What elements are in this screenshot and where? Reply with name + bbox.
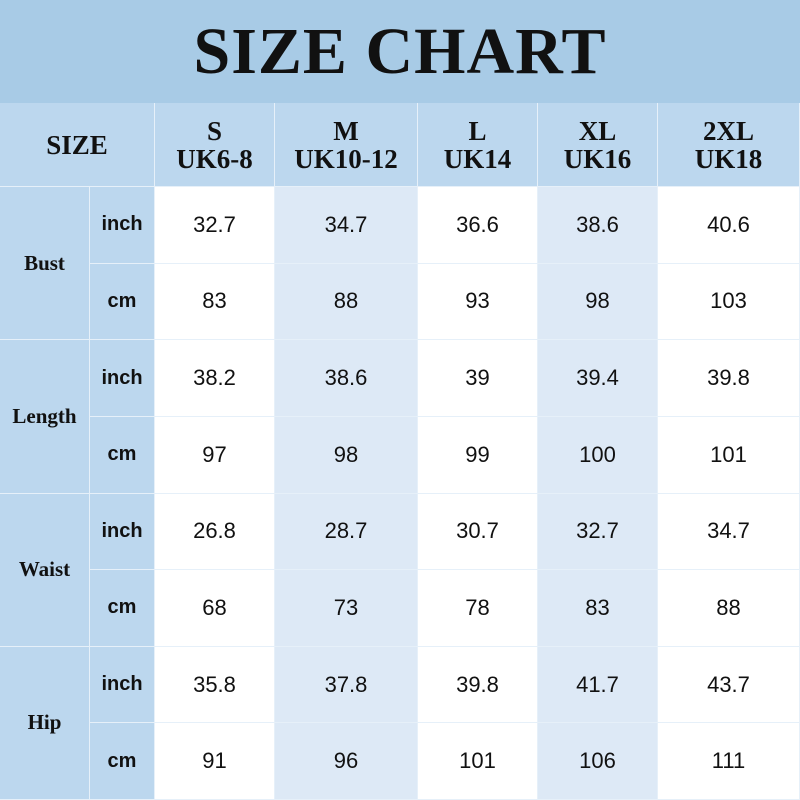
table-cell: 103 bbox=[658, 263, 800, 341]
size-column-header: L UK14 bbox=[418, 103, 538, 187]
table-cell: 83 bbox=[155, 263, 275, 341]
unit-label: cm bbox=[90, 263, 155, 341]
measurement-label: Bust bbox=[0, 187, 90, 341]
unit-label: inch bbox=[90, 646, 155, 724]
unit-label: cm bbox=[90, 570, 155, 647]
table-cell: 35.8 bbox=[155, 646, 275, 724]
table-cell: 98 bbox=[275, 416, 418, 494]
size-column-header: 2XL UK18 bbox=[658, 103, 800, 187]
table-cell: 99 bbox=[418, 416, 538, 494]
size-uk: UK10-12 bbox=[294, 143, 398, 174]
measurement-label: Hip bbox=[0, 646, 90, 800]
table-cell: 28.7 bbox=[275, 493, 418, 571]
table-cell: 106 bbox=[538, 723, 658, 800]
table-cell: 39 bbox=[418, 340, 538, 417]
size-column-header: XL UK16 bbox=[538, 103, 658, 187]
table-cell: 39.4 bbox=[538, 340, 658, 417]
table-cell: 111 bbox=[658, 723, 800, 800]
size-name: XL bbox=[578, 115, 617, 146]
table-cell: 38.2 bbox=[155, 340, 275, 417]
table-cell: 68 bbox=[155, 570, 275, 647]
size-uk: UK16 bbox=[563, 143, 632, 174]
table-cell: 37.8 bbox=[275, 646, 418, 724]
table-cell: 34.7 bbox=[658, 493, 800, 571]
table-cell: 88 bbox=[275, 263, 418, 341]
unit-label: cm bbox=[90, 723, 155, 800]
table-cell: 78 bbox=[418, 570, 538, 647]
table-cell: 34.7 bbox=[275, 187, 418, 264]
table-cell: 101 bbox=[418, 723, 538, 800]
size-uk: UK6-8 bbox=[176, 143, 253, 174]
size-header: SIZE bbox=[0, 103, 155, 187]
table-cell: 39.8 bbox=[418, 646, 538, 724]
size-column-header: M UK10-12 bbox=[275, 103, 418, 187]
size-table: SIZE S UK6-8 M UK10-12 L UK14 XL UK16 2XL UK18 Bus… bbox=[0, 103, 800, 800]
table-cell: 32.7 bbox=[538, 493, 658, 571]
table-cell: 38.6 bbox=[538, 187, 658, 264]
table-cell: 26.8 bbox=[155, 493, 275, 571]
size-name: 2XL bbox=[702, 115, 754, 146]
size-name: S bbox=[206, 115, 223, 146]
table-cell: 38.6 bbox=[275, 340, 418, 417]
table-cell: 39.8 bbox=[658, 340, 800, 417]
size-uk: UK14 bbox=[443, 143, 512, 174]
table-cell: 41.7 bbox=[538, 646, 658, 724]
measurement-label: Length bbox=[0, 340, 90, 494]
unit-label: inch bbox=[90, 340, 155, 417]
size-uk: UK18 bbox=[694, 143, 763, 174]
table-cell: 91 bbox=[155, 723, 275, 800]
unit-label: inch bbox=[90, 187, 155, 264]
measurement-label: Waist bbox=[0, 493, 90, 647]
table-cell: 36.6 bbox=[418, 187, 538, 264]
chart-title: SIZE CHART bbox=[0, 0, 800, 103]
table-cell: 83 bbox=[538, 570, 658, 647]
size-column-header: S UK6-8 bbox=[155, 103, 275, 187]
table-cell: 96 bbox=[275, 723, 418, 800]
unit-label: inch bbox=[90, 493, 155, 571]
table-cell: 32.7 bbox=[155, 187, 275, 264]
table-cell: 98 bbox=[538, 263, 658, 341]
table-cell: 43.7 bbox=[658, 646, 800, 724]
size-name: L bbox=[468, 115, 487, 146]
table-cell: 97 bbox=[155, 416, 275, 494]
table-cell: 93 bbox=[418, 263, 538, 341]
table-cell: 101 bbox=[658, 416, 800, 494]
table-cell: 30.7 bbox=[418, 493, 538, 571]
table-cell: 100 bbox=[538, 416, 658, 494]
unit-label: cm bbox=[90, 416, 155, 494]
table-cell: 40.6 bbox=[658, 187, 800, 264]
size-name: M bbox=[333, 115, 359, 146]
table-cell: 88 bbox=[658, 570, 800, 647]
table-cell: 73 bbox=[275, 570, 418, 647]
